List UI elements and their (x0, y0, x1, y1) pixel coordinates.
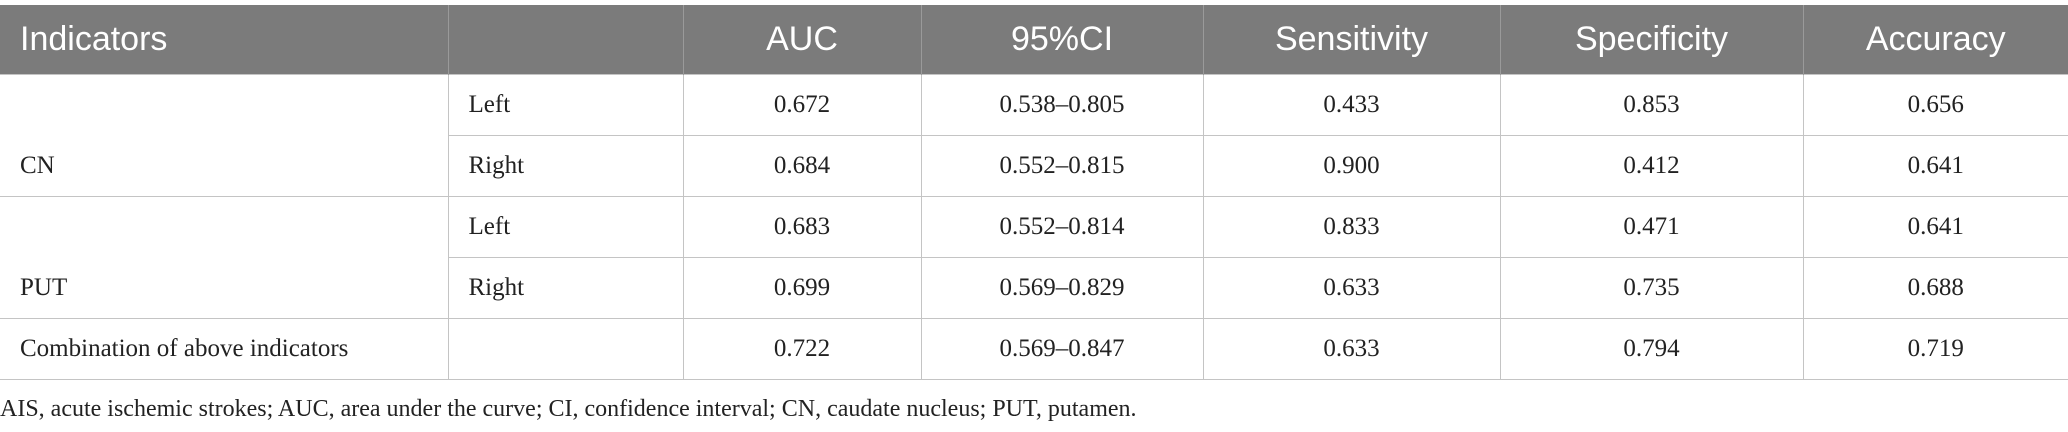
header-cell (447, 5, 683, 75)
header-cell: Specificity (1499, 5, 1803, 75)
value-cell: 0.735 (1499, 257, 1804, 319)
header-row: Indicators AUC 95%CI Sensitivity Specificity… (0, 5, 2068, 75)
header-cell: AUC (682, 5, 921, 75)
table-row: Combination of above indicators 0.722 0.56… (0, 318, 2068, 380)
value-cell: 0.684 (682, 135, 922, 197)
header-cell: 95%CI (920, 5, 1203, 75)
table-body: CN Left 0.672 0.538–0.805 0.433 0.853 0.656 Rig… (0, 74, 2068, 380)
value-cell: 0.569–0.829 (920, 257, 1204, 319)
value-cell: 0.552–0.814 (920, 196, 1204, 258)
value-cell: 0.412 (1499, 135, 1804, 197)
header-cell: Sensitivity (1202, 5, 1500, 75)
value-cell: 0.853 (1499, 74, 1804, 136)
value-cell: 0.633 (1202, 257, 1501, 319)
value-cell: 0.569–0.847 (920, 318, 1204, 380)
table-row: PUT Left 0.683 0.552–0.814 0.833 0.471 0.641 (0, 196, 2068, 319)
indicator-cell: PUT (0, 196, 449, 319)
side-cell: Left (447, 74, 684, 136)
value-cell: 0.900 (1202, 135, 1501, 197)
value-cell: 0.471 (1499, 196, 1804, 258)
side-cell: Right (447, 257, 684, 319)
indicator-cell: CN (0, 74, 449, 197)
value-cell: 0.683 (682, 196, 922, 258)
value-cell: 0.633 (1202, 318, 1501, 380)
side-cell: Left (447, 196, 684, 258)
value-cell: 0.794 (1499, 318, 1804, 380)
table-row: Right 0.699 0.569–0.829 0.633 0.735 0.688 (0, 257, 2068, 319)
header-cell: Indicators (0, 5, 448, 75)
value-cell: 0.641 (1802, 135, 2068, 197)
value-cell: 0.833 (1202, 196, 1501, 258)
value-cell: 0.656 (1802, 74, 2068, 136)
side-cell: Right (447, 135, 684, 197)
value-cell: 0.538–0.805 (920, 74, 1204, 136)
table-row: CN Left 0.672 0.538–0.805 0.433 0.853 0.656 (0, 74, 2068, 197)
value-cell: 0.433 (1202, 74, 1501, 136)
value-cell: 0.672 (682, 74, 922, 136)
results-table: Indicators AUC 95%CI Sensitivity Specificity… (0, 5, 2068, 380)
value-cell: 0.641 (1802, 196, 2068, 258)
header-cell: Accuracy (1802, 5, 2068, 75)
value-cell: 0.699 (682, 257, 922, 319)
value-cell: 0.722 (682, 318, 922, 380)
value-cell: 0.719 (1802, 318, 2068, 380)
footnote: AIS, acute ischemic strokes; AUC, area u… (0, 396, 1137, 422)
side-cell (447, 318, 684, 380)
value-cell: 0.552–0.815 (920, 135, 1204, 197)
value-cell: 0.688 (1802, 257, 2068, 319)
indicator-cell: Combination of above indicators (0, 318, 449, 380)
